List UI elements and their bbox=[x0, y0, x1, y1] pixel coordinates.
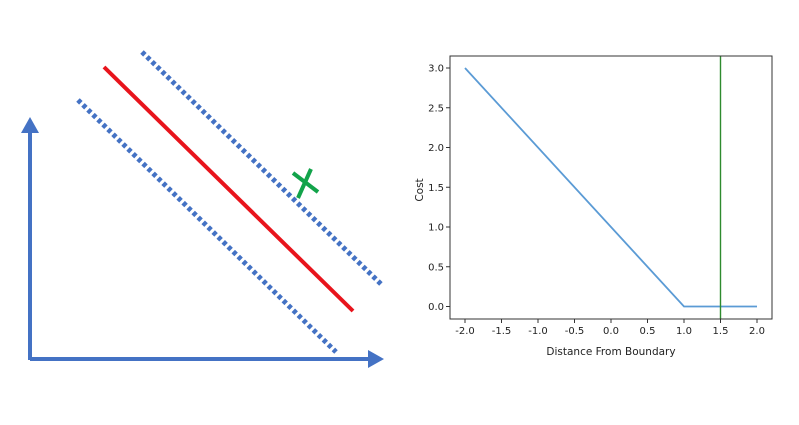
decision-boundary-line bbox=[102, 65, 355, 313]
x-axis-arrowhead bbox=[368, 350, 384, 368]
y-tick-label: 1.5 bbox=[428, 183, 444, 194]
y-axis-title: Cost bbox=[414, 178, 426, 201]
y-tick-label: 1.0 bbox=[428, 223, 444, 234]
x-tick-label: -0.5 bbox=[565, 326, 585, 337]
x-tick-label: 1.5 bbox=[713, 326, 729, 337]
x-axis-title: Distance From Boundary bbox=[546, 346, 675, 358]
x-tick-label: 0.5 bbox=[640, 326, 656, 337]
y-ticks: 0.0 0.5 1.0 1.5 2.0 2.5 3.0 bbox=[428, 64, 450, 313]
y-tick-label: 2.0 bbox=[428, 143, 444, 154]
cost-series-line bbox=[464, 67, 757, 308]
y-tick-label: 2.5 bbox=[428, 103, 444, 114]
x-tick-label: 0.0 bbox=[603, 326, 619, 337]
y-tick-label: 0.0 bbox=[428, 302, 444, 313]
plot-frame bbox=[449, 55, 773, 320]
x-tick-label: -2.0 bbox=[455, 326, 475, 337]
x-tick-label: 2.0 bbox=[749, 326, 765, 337]
x-tick-label: -1.5 bbox=[492, 326, 512, 337]
y-axis-arrowhead bbox=[21, 117, 39, 133]
y-tick-label: 0.5 bbox=[428, 262, 444, 273]
y-tick-label: 3.0 bbox=[428, 64, 444, 75]
x-mark-icon bbox=[291, 168, 320, 199]
svm-margin-diagram bbox=[21, 50, 385, 368]
x-tick-label: -1.0 bbox=[528, 326, 548, 337]
x-ticks: -2.0 -1.5 -1.0 -0.5 0.0 0.5 1.0 1.5 2.0 bbox=[455, 319, 765, 337]
x-tick-label: 1.0 bbox=[676, 326, 692, 337]
